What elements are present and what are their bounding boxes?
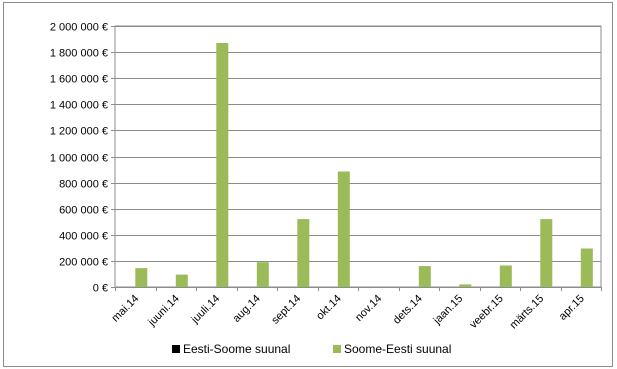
- bar-soome-eesti-4: [297, 219, 310, 287]
- plot-area: [114, 25, 602, 288]
- bar-soome-eesti-8: [459, 284, 472, 287]
- y-tick-label: 1 200 000 €: [50, 126, 108, 138]
- legend-label: Eesti-Soome suunal: [183, 342, 290, 356]
- x-tick-label: dets.14: [391, 293, 425, 327]
- x-tick-label: juuli.14: [189, 293, 223, 327]
- bar-soome-eesti-7: [418, 266, 431, 287]
- x-tick-label: märts.15: [508, 293, 547, 332]
- chart-frame: [3, 2, 613, 367]
- y-tick-label: 200 000 €: [59, 257, 108, 269]
- y-tick-label: 2 000 000 €: [50, 22, 108, 34]
- x-tick-label: mai.14: [110, 293, 142, 325]
- y-tick-label: 0 €: [93, 283, 108, 295]
- bar-soome-eesti-2: [216, 43, 229, 287]
- x-tick-label: juuni.14: [145, 293, 181, 329]
- x-tick-label: okt.14: [314, 293, 344, 323]
- y-tick-label: 1 800 000 €: [50, 48, 108, 60]
- x-tick-label: nov.14: [353, 293, 384, 324]
- x-tick-label: sept.14: [269, 293, 303, 327]
- x-tick-label: veebr.15: [468, 293, 506, 331]
- y-tick-label: 600 000 €: [59, 205, 108, 217]
- legend-label: Soome-Eesti suunal: [344, 342, 451, 356]
- bar-soome-eesti-5: [337, 171, 350, 287]
- y-tick-label: 800 000 €: [59, 179, 108, 191]
- x-tick-label: aug.14: [231, 293, 263, 325]
- y-tick-label: 1 400 000 €: [50, 100, 108, 112]
- legend-swatch: [333, 345, 341, 353]
- bar-soome-eesti-9: [499, 265, 512, 287]
- bar-soome-eesti-3: [256, 262, 269, 287]
- bar-soome-eesti-0: [135, 268, 148, 287]
- y-tick-label: 1 600 000 €: [50, 74, 108, 86]
- x-tick-label: jaan.15: [431, 293, 466, 328]
- y-tick-label: 400 000 €: [59, 231, 108, 243]
- y-tick-label: 1 000 000 €: [50, 153, 108, 165]
- legend-swatch: [172, 345, 180, 353]
- bar-soome-eesti-10: [540, 219, 553, 287]
- bar-soome-eesti-11: [580, 248, 593, 287]
- bar-soome-eesti-1: [175, 274, 188, 287]
- x-tick-label: apr.15: [557, 293, 587, 323]
